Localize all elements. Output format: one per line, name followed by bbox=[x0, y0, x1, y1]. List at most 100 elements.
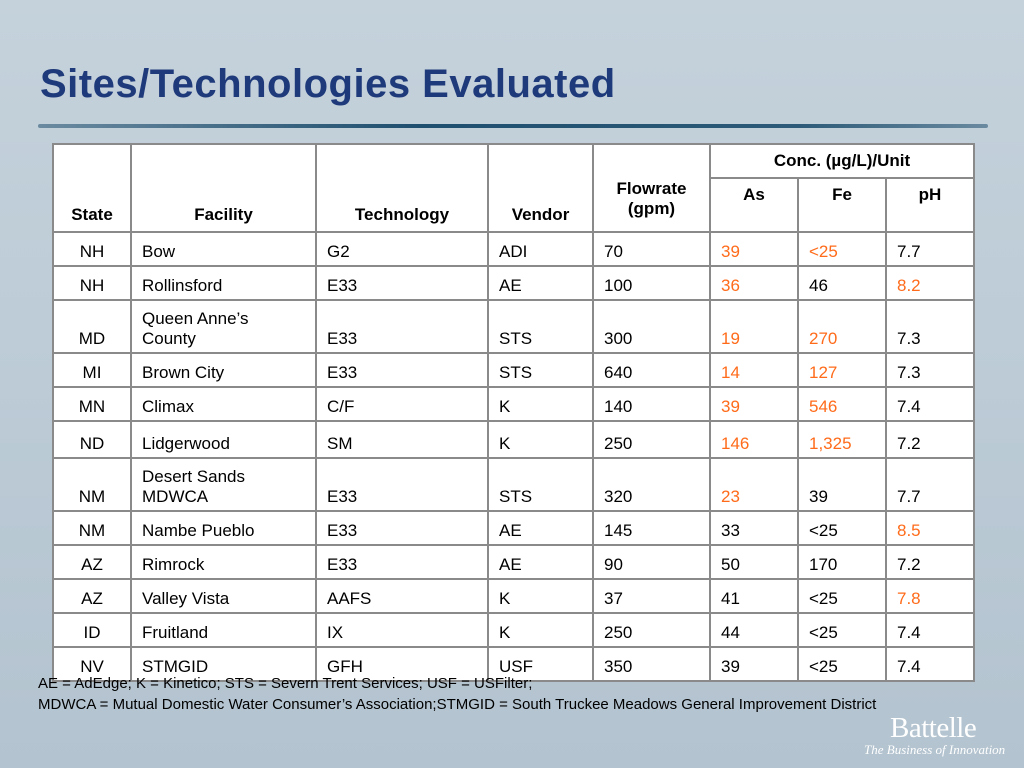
cell-vendor: AE bbox=[487, 510, 594, 546]
cell-as: 146 bbox=[709, 420, 799, 459]
cell-facility: Rimrock bbox=[130, 544, 317, 580]
header-facility: Facility bbox=[130, 143, 317, 233]
footnote-line1: AE = AdEdge; K = Kinetico; STS = Severn … bbox=[38, 675, 533, 692]
cell-facility-line1: Desert Sands bbox=[142, 467, 245, 486]
cell-ph: 7.4 bbox=[885, 386, 975, 422]
cell-technology: C/F bbox=[315, 386, 489, 422]
cell-vendor: ADI bbox=[487, 231, 594, 267]
cell-facility-line2: County bbox=[142, 329, 196, 348]
cell-vendor: STS bbox=[487, 299, 594, 354]
cell-ph: 8.5 bbox=[885, 510, 975, 546]
header-flowrate-line1: Flowrate bbox=[616, 179, 687, 198]
cell-fe: <25 bbox=[797, 510, 887, 546]
cell-state: AZ bbox=[52, 544, 132, 580]
cell-fe: 127 bbox=[797, 352, 887, 388]
cell-technology: E33 bbox=[315, 510, 489, 546]
cell-fe: <25 bbox=[797, 612, 887, 648]
cell-as: 23 bbox=[709, 457, 799, 512]
cell-fe: <25 bbox=[797, 578, 887, 614]
cell-flowrate: 37 bbox=[592, 578, 711, 614]
cell-facility: Fruitland bbox=[130, 612, 317, 648]
cell-flowrate: 250 bbox=[592, 420, 711, 459]
cell-state: NH bbox=[52, 231, 132, 267]
header-flowrate-line2: (gpm) bbox=[627, 199, 676, 218]
cell-fe: <25 bbox=[797, 646, 887, 682]
cell-technology: E33 bbox=[315, 265, 489, 301]
cell-technology: E33 bbox=[315, 457, 489, 512]
cell-state: MD bbox=[52, 299, 132, 354]
cell-fe: 46 bbox=[797, 265, 887, 301]
cell-flowrate: 100 bbox=[592, 265, 711, 301]
cell-flowrate: 140 bbox=[592, 386, 711, 422]
cell-vendor: USF bbox=[487, 646, 594, 682]
cell-as: 14 bbox=[709, 352, 799, 388]
cell-state: NM bbox=[52, 457, 132, 512]
cell-facility: Lidgerwood bbox=[130, 420, 317, 459]
table-row: MD Queen Anne’s County E33 STS 300 19 27… bbox=[52, 299, 975, 354]
cell-as: 44 bbox=[709, 612, 799, 648]
cell-fe: 270 bbox=[797, 299, 887, 354]
table-row: MN Climax C/F K 140 39 546 7.4 bbox=[52, 386, 975, 422]
slide-title: Sites/Technologies Evaluated bbox=[40, 62, 616, 106]
cell-facility: Bow bbox=[130, 231, 317, 267]
cell-facility: Nambe Pueblo bbox=[130, 510, 317, 546]
cell-facility-line2: MDWCA bbox=[142, 487, 209, 506]
footnote-line2: MDWCA = Mutual Domestic Water Consumer’s… bbox=[38, 696, 877, 713]
cell-flowrate: 300 bbox=[592, 299, 711, 354]
table-row: NV STMGID GFH USF 350 39 <25 7.4 bbox=[52, 646, 975, 682]
table-row: NH Bow G2 ADI 70 39 <25 7.7 bbox=[52, 231, 975, 267]
battelle-logo: Battelle bbox=[890, 712, 977, 744]
cell-fe: 170 bbox=[797, 544, 887, 580]
cell-flowrate: 320 bbox=[592, 457, 711, 512]
cell-ph: 7.4 bbox=[885, 612, 975, 648]
cell-as: 33 bbox=[709, 510, 799, 546]
cell-ph: 7.7 bbox=[885, 457, 975, 512]
footnote: AE = AdEdge; K = Kinetico; STS = Severn … bbox=[38, 673, 998, 715]
cell-ph: 7.4 bbox=[885, 646, 975, 682]
cell-fe: 546 bbox=[797, 386, 887, 422]
cell-as: 19 bbox=[709, 299, 799, 354]
header-as: As bbox=[709, 177, 799, 233]
header-state: State bbox=[52, 143, 132, 233]
cell-fe: 1,325 bbox=[797, 420, 887, 459]
header-fe: Fe bbox=[797, 177, 887, 233]
cell-vendor: K bbox=[487, 578, 594, 614]
cell-state: NV bbox=[52, 646, 132, 682]
cell-technology: E33 bbox=[315, 352, 489, 388]
cell-technology: SM bbox=[315, 420, 489, 459]
brand-tagline: The Business of Innovation bbox=[864, 742, 1006, 757]
cell-vendor: STS bbox=[487, 352, 594, 388]
cell-state: NM bbox=[52, 510, 132, 546]
header-flowrate: Flowrate (gpm) bbox=[592, 143, 711, 233]
cell-fe: 39 bbox=[797, 457, 887, 512]
cell-ph: 7.3 bbox=[885, 299, 975, 354]
cell-ph: 7.8 bbox=[885, 578, 975, 614]
sites-table: State Facility Technology Vendor Flowrat… bbox=[52, 143, 975, 682]
cell-as: 39 bbox=[709, 231, 799, 267]
cell-ph: 7.7 bbox=[885, 231, 975, 267]
cell-facility: Valley Vista bbox=[130, 578, 317, 614]
cell-vendor: K bbox=[487, 612, 594, 648]
cell-flowrate: 350 bbox=[592, 646, 711, 682]
cell-flowrate: 250 bbox=[592, 612, 711, 648]
cell-vendor: AE bbox=[487, 544, 594, 580]
cell-technology: GFH bbox=[315, 646, 489, 682]
cell-flowrate: 640 bbox=[592, 352, 711, 388]
cell-as: 39 bbox=[709, 646, 799, 682]
cell-vendor: AE bbox=[487, 265, 594, 301]
cell-technology: AAFS bbox=[315, 578, 489, 614]
cell-as: 39 bbox=[709, 386, 799, 422]
cell-flowrate: 145 bbox=[592, 510, 711, 546]
cell-facility: Rollinsford bbox=[130, 265, 317, 301]
cell-flowrate: 70 bbox=[592, 231, 711, 267]
header-ph: pH bbox=[885, 177, 975, 233]
table-row: AZ Valley Vista AAFS K 37 41 <25 7.8 bbox=[52, 578, 975, 614]
header-conc-group: Conc. (µg/L)/Unit bbox=[709, 143, 975, 179]
cell-facility: Desert Sands MDWCA bbox=[130, 457, 317, 512]
cell-ph: 7.3 bbox=[885, 352, 975, 388]
cell-vendor: K bbox=[487, 386, 594, 422]
cell-as: 41 bbox=[709, 578, 799, 614]
cell-vendor: K bbox=[487, 420, 594, 459]
cell-state: MN bbox=[52, 386, 132, 422]
cell-technology: IX bbox=[315, 612, 489, 648]
